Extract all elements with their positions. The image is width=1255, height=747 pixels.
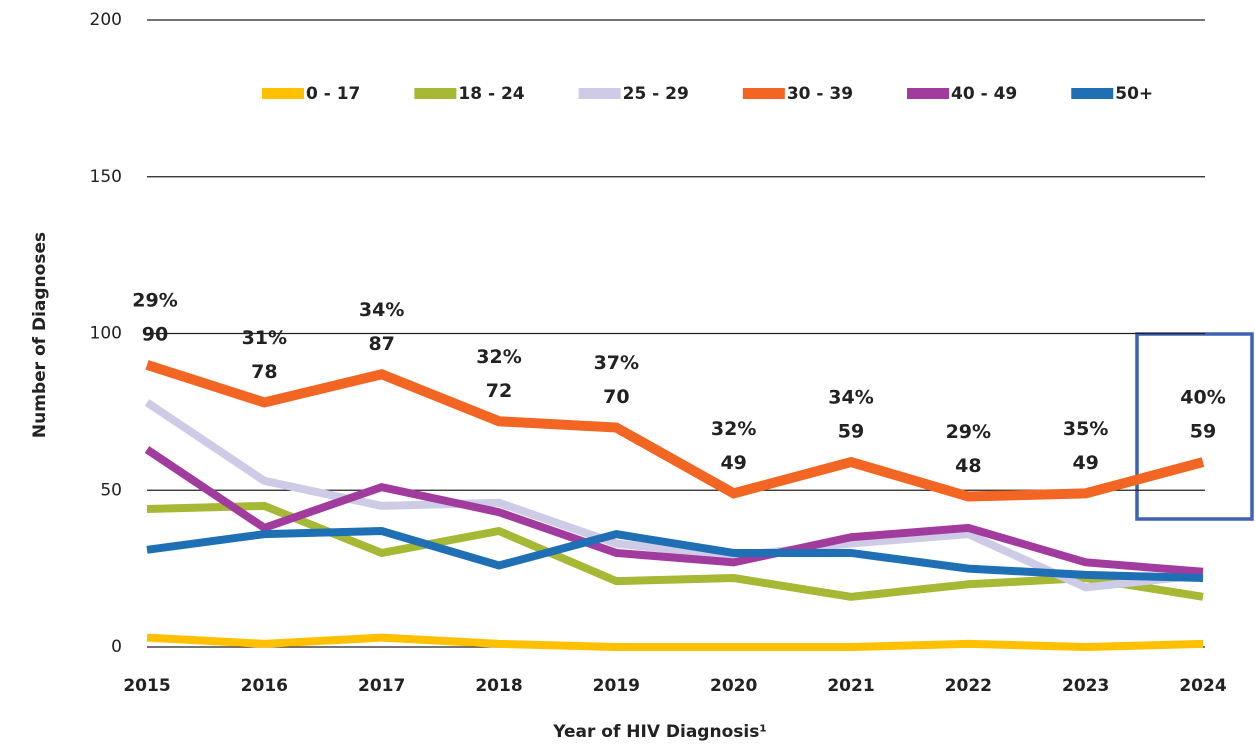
legend-label: 30 - 39 <box>787 84 853 104</box>
data-label: 78 <box>251 361 277 383</box>
data-label: 59 <box>838 421 864 443</box>
data-label: 90 <box>142 323 168 345</box>
y-tick-label: 150 <box>90 167 122 187</box>
share-label: 40% <box>1180 387 1225 409</box>
x-tick-label: 2024 <box>1179 676 1226 696</box>
share-label: 29% <box>946 421 991 443</box>
legend-swatch <box>1071 88 1113 99</box>
data-label: 70 <box>603 386 629 408</box>
x-tick-label: 2016 <box>241 676 288 696</box>
legend-swatch <box>414 88 456 99</box>
data-label: 48 <box>955 455 981 477</box>
share-label: 31% <box>242 327 287 349</box>
legend-label: 50+ <box>1115 84 1153 104</box>
share-label: 37% <box>594 352 639 374</box>
legend-label: 18 - 24 <box>458 84 524 104</box>
y-tick-label: 200 <box>90 10 122 30</box>
legend-swatch <box>579 88 621 99</box>
legend-label: 25 - 29 <box>623 84 689 104</box>
series-line <box>147 365 1203 497</box>
y-axis-title: Number of Diagnoses <box>30 232 50 438</box>
share-label: 29% <box>132 289 177 311</box>
x-tick-label: 2019 <box>593 676 640 696</box>
x-tick-label: 2023 <box>1062 676 1109 696</box>
x-tick-label: 2017 <box>358 676 405 696</box>
data-label: 59 <box>1190 421 1216 443</box>
x-tick-label: 2021 <box>827 676 874 696</box>
x-tick-label: 2018 <box>475 676 522 696</box>
x-tick-label: 2022 <box>945 676 992 696</box>
y-tick-label: 100 <box>90 324 122 344</box>
share-label: 32% <box>476 346 521 368</box>
legend-swatch <box>262 88 304 99</box>
x-axis-title: Year of HIV Diagnosis¹ <box>552 722 767 742</box>
legend-swatch <box>743 88 785 99</box>
x-tick-label: 2020 <box>710 676 757 696</box>
share-label: 32% <box>711 418 756 440</box>
data-label: 49 <box>720 452 746 474</box>
share-label: 35% <box>1063 418 1108 440</box>
share-label: 34% <box>828 387 873 409</box>
legend-label: 40 - 49 <box>951 84 1017 104</box>
data-label: 87 <box>368 333 394 355</box>
legend-label: 0 - 17 <box>306 84 360 104</box>
share-label: 34% <box>359 299 404 321</box>
legend-swatch <box>907 88 949 99</box>
data-label: 72 <box>486 380 512 402</box>
series-line <box>147 638 1203 647</box>
y-tick-label: 0 <box>111 637 122 657</box>
y-tick-label: 50 <box>100 480 122 500</box>
data-label: 49 <box>1072 452 1098 474</box>
x-tick-label: 2015 <box>123 676 170 696</box>
chart: Number of Diagnoses Year of HIV Diagnosi… <box>0 0 1255 747</box>
